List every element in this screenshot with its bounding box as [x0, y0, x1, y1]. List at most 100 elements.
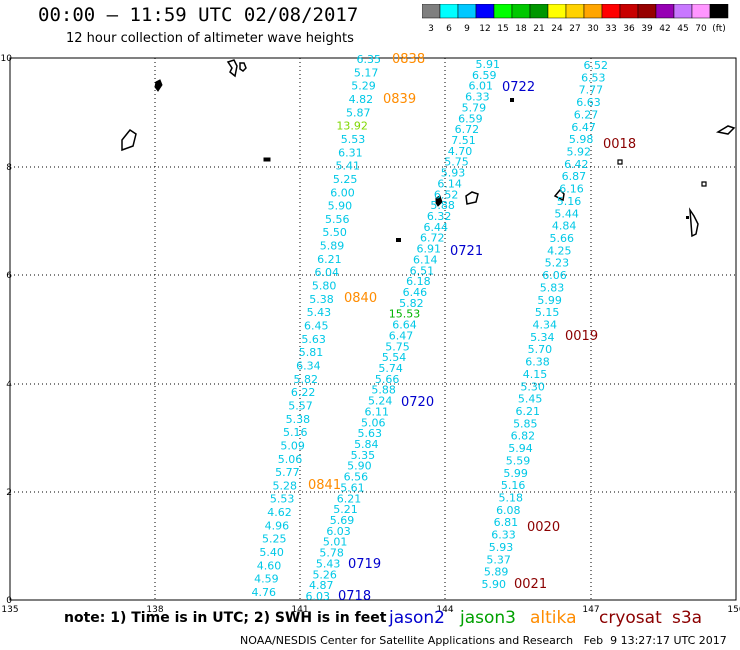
pass-time-altika: 0840 [344, 291, 377, 306]
y-tick-label: 0 [6, 596, 12, 606]
jason2-value: 6.51 [410, 264, 435, 277]
legend-s3a: s3a [672, 608, 703, 628]
cryosat-value: 4.25 [547, 244, 572, 257]
altika-value: 5.89 [320, 240, 345, 253]
cryosat-value: 5.16 [557, 195, 582, 208]
altika-value: 6.34 [296, 359, 321, 372]
jason2-value: 5.84 [354, 438, 379, 451]
jason2-value: 6.14 [437, 177, 462, 190]
cryosat-value: 5.83 [540, 281, 565, 294]
altika-value: 5.82 [294, 373, 319, 386]
pass-time-jason2: 0718 [338, 589, 371, 604]
altika-value: 5.28 [273, 479, 298, 492]
pass-time-labels: 0838 0839 0840 0841 0722 0721 0720 0719 0718 0018… [308, 52, 636, 604]
x-tick-label: 144 [436, 605, 453, 615]
cryosat-value: 4.34 [533, 319, 558, 332]
cryosat-value: 5.16 [501, 479, 526, 492]
cryosat-value: 5.93 [489, 541, 514, 554]
island-shape [689, 207, 699, 238]
colorbar-label: 39 [641, 24, 653, 34]
jason2-value: 5.63 [358, 427, 383, 440]
colorbar-label: 45 [677, 24, 688, 34]
cryosat-value: 6.27 [574, 108, 599, 121]
altika-value: 5.40 [259, 546, 284, 559]
island-shape [510, 98, 514, 102]
altika-value: 5.09 [280, 439, 305, 452]
cryosat-value: 5.89 [484, 566, 509, 579]
jason2-value: 5.21 [333, 503, 358, 516]
altika-value: 5.87 [346, 106, 371, 119]
island-shape [396, 238, 401, 242]
altika-value: 4.62 [267, 506, 292, 519]
land-outlines [121, 59, 736, 242]
jason2-value: 6.91 [417, 243, 442, 256]
y-tick-label: 6 [6, 271, 12, 281]
jason2-value: 5.82 [399, 297, 424, 310]
colorbar-label: 18 [515, 24, 527, 34]
jason2-value: 5.90 [347, 460, 372, 473]
jason2-value: 4.70 [448, 145, 473, 158]
jason2-value: 6.11 [364, 405, 389, 418]
legend-cryosat: cryosat [599, 608, 662, 628]
altika-value: 6.04 [315, 266, 340, 279]
altika-value: 4.96 [265, 519, 290, 532]
colorbar-label: (ft) [712, 24, 726, 34]
colorbar-label: 3 [428, 24, 434, 34]
legend-jason3: jason3 [460, 608, 516, 628]
altika-value: 4.82 [349, 93, 374, 106]
altika-value: 5.53 [270, 493, 295, 506]
cryosat-value: 4.84 [552, 220, 577, 233]
jason2-value: 6.64 [392, 319, 417, 332]
colorbar-label: 36 [623, 24, 635, 34]
jason2-value: 15.53 [389, 308, 421, 321]
jason2-value: 6.44 [423, 221, 448, 234]
pass-time-altika: 0839 [383, 92, 416, 107]
jason2-value: 5.75 [385, 340, 410, 353]
altika-value: 5.41 [336, 160, 361, 173]
pass-time-jason2: 0719 [348, 557, 381, 572]
cryosat-value: 6.87 [562, 170, 587, 183]
cryosat-value: 4.15 [523, 368, 548, 381]
cryosat-value: 6.06 [542, 269, 567, 282]
cryosat-value: 6.16 [559, 183, 584, 196]
jason2-value: 5.93 [441, 167, 466, 180]
cryosat-value: 6.33 [491, 529, 516, 542]
map-subtitle: 12 hour collection of altimeter wave hei… [66, 31, 354, 46]
altika-value: 5.56 [325, 213, 350, 226]
jason2-value: 6.18 [406, 275, 431, 288]
jason2-value: 6.56 [344, 471, 369, 484]
pass-time-cryosat: 0021 [514, 577, 547, 592]
jason2-value: 5.74 [378, 362, 403, 375]
altika-value: 5.25 [333, 173, 358, 186]
wave-height-tracks: 6.355.175.294.825.8713.925.536.315.415.2… [252, 53, 609, 603]
cryosat-value: 5.59 [506, 454, 531, 467]
cryosat-value: 6.63 [576, 96, 601, 109]
cryosat-value: 7.77 [579, 84, 604, 97]
cryosat-value: 5.94 [508, 442, 533, 455]
y-tick-label: 4 [6, 380, 12, 390]
jason2-value: 6.14 [413, 253, 438, 266]
colorbar-label: 21 [533, 24, 544, 34]
cryosat-value: 6.52 [584, 59, 609, 72]
island-shape [701, 181, 707, 187]
x-tick-label: 138 [146, 605, 163, 615]
cryosat-value: 6.53 [581, 71, 606, 84]
x-tick-label: 147 [582, 605, 599, 615]
altika-value: 5.29 [351, 80, 376, 93]
credit-line: NOAA/NESDIS Center for Satellite Applica… [240, 634, 727, 647]
y-tick-label: 10 [1, 54, 13, 64]
jason2-value: 5.24 [368, 395, 393, 408]
x-tick-label: 135 [1, 605, 18, 615]
altika-value: 6.21 [317, 253, 342, 266]
cryosat-value: 5.99 [537, 294, 562, 307]
colorbar-label: 42 [659, 24, 670, 34]
island-shape [715, 125, 736, 135]
island-shape [686, 216, 689, 219]
jason2-value: 5.35 [351, 449, 376, 462]
colorbar-label: 6 [446, 24, 452, 34]
island-shape [465, 191, 479, 205]
altika-value: 6.22 [291, 386, 316, 399]
jason2-value: 5.54 [382, 351, 407, 364]
